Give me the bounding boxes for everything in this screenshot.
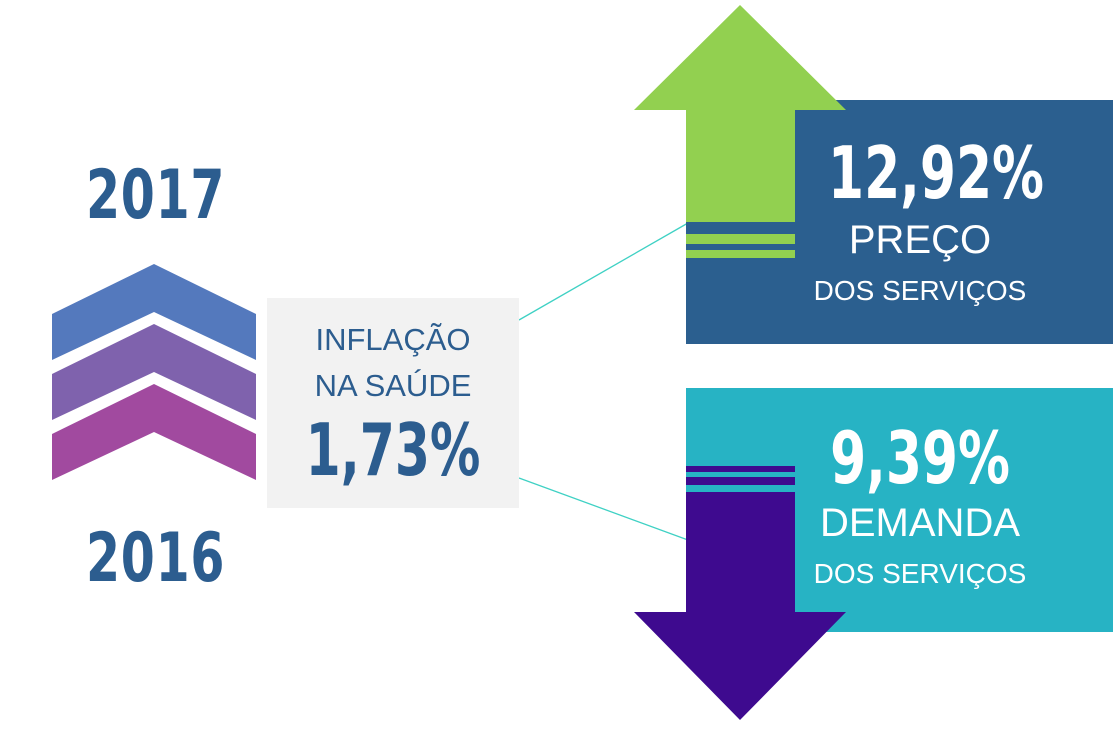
- chevron-top: [52, 264, 256, 360]
- demand-label-line1: DEMANDA: [819, 501, 1021, 545]
- up-arrow-icon: [634, 5, 846, 258]
- price-percentage-value: 12,92%: [828, 131, 1044, 215]
- connector-bottom: [518, 477, 689, 541]
- year-2016-label: 2016: [86, 519, 226, 598]
- center-label-line1: INFLAÇÃO: [315, 322, 471, 357]
- connector-top: [518, 222, 689, 321]
- demand-label-line2: DOS SERVIÇOS: [813, 558, 1027, 589]
- price-label-line2: DOS SERVIÇOS: [813, 275, 1027, 306]
- center-inflation-box: INFLAÇÃO NA SAÚDE 1,73%: [267, 298, 519, 508]
- center-inflation-value: 1,73%: [305, 408, 481, 492]
- year-2017-label: 2017: [86, 156, 226, 235]
- center-label-line2: NA SAÚDE: [314, 368, 472, 403]
- down-arrow-icon: [634, 466, 846, 720]
- price-label-line1: PREÇO: [848, 218, 992, 262]
- chevron-middle: [52, 324, 256, 420]
- chevron-bottom: [52, 384, 256, 480]
- chevron-stack-icon: [52, 264, 256, 480]
- demand-percentage-value: 9,39%: [830, 416, 1010, 500]
